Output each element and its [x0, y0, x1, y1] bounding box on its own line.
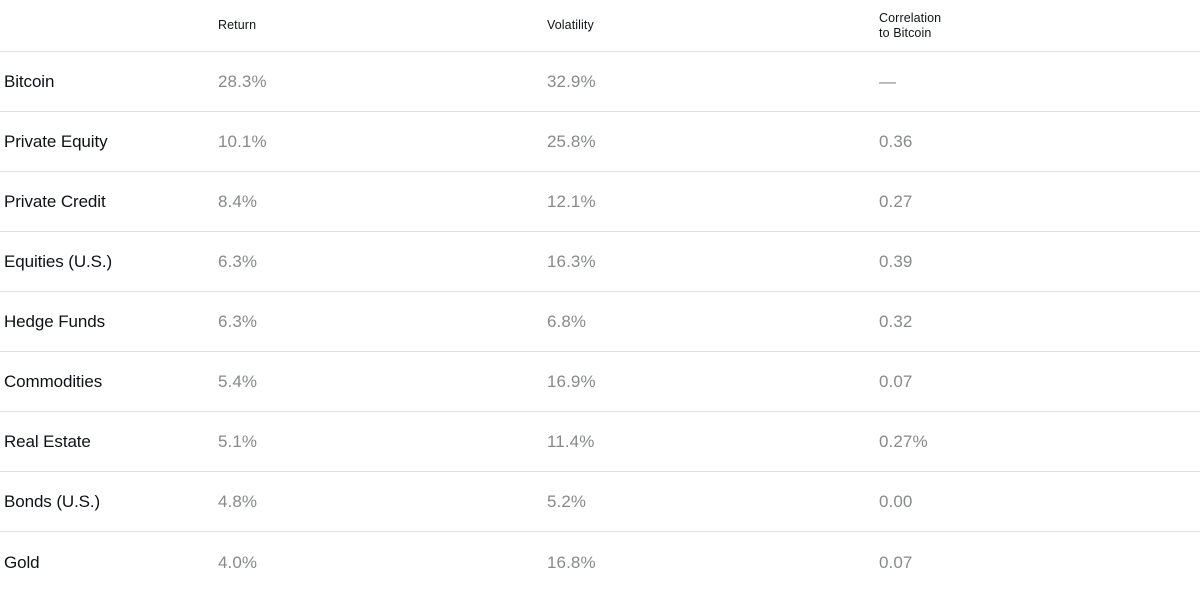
row-label: Equities (U.S.) [4, 251, 113, 271]
return-value: 5.4% [218, 371, 258, 391]
correlation-value: 0.32 [879, 311, 913, 331]
correlation-value: — [879, 71, 897, 91]
column-header-return: Return [218, 18, 257, 32]
volatility-value: 25.8% [547, 131, 596, 151]
table-row: Private Equity 10.1% 25.8% 0.36 [0, 112, 1200, 172]
column-header-volatility: Volatility [547, 18, 594, 32]
correlation-value: 0.27 [879, 191, 913, 211]
correlation-value: 0.07 [879, 552, 913, 572]
volatility-value: 11.4% [547, 431, 595, 451]
return-value: 10.1% [218, 131, 267, 151]
return-value: 28.3% [218, 71, 267, 91]
table-row: Bitcoin 28.3% 32.9% — [0, 52, 1200, 112]
return-value: 6.3% [218, 311, 258, 331]
row-label: Gold [4, 552, 40, 572]
table-row: Bonds (U.S.) 4.8% 5.2% 0.00 [0, 472, 1200, 532]
table-header-row: Return Volatility Correlation to Bitcoin [0, 0, 1200, 52]
return-value: 4.8% [218, 491, 258, 511]
return-value: 8.4% [218, 191, 258, 211]
return-value: 4.0% [218, 552, 258, 572]
volatility-value: 5.2% [547, 491, 587, 511]
volatility-value: 16.8% [547, 552, 596, 572]
row-label: Commodities [4, 371, 103, 391]
column-header-correlation-line1: Correlation [879, 10, 942, 25]
table-row: Hedge Funds 6.3% 6.8% 0.32 [0, 292, 1200, 352]
correlation-value: 0.36 [879, 131, 913, 151]
row-label: Private Equity [4, 131, 108, 151]
table-row: Private Credit 8.4% 12.1% 0.27 [0, 172, 1200, 232]
correlation-value: 0.07 [879, 371, 913, 391]
row-label: Hedge Funds [4, 311, 105, 331]
correlation-value: 0.39 [879, 251, 913, 271]
volatility-value: 12.1% [547, 191, 596, 211]
row-label: Private Credit [4, 191, 106, 211]
column-header-correlation: Correlation to Bitcoin [879, 11, 1200, 41]
volatility-value: 6.8% [547, 311, 587, 331]
volatility-value: 16.9% [547, 371, 596, 391]
table-row: Commodities 5.4% 16.9% 0.07 [0, 352, 1200, 412]
column-header-correlation-line2: to Bitcoin [879, 25, 932, 40]
return-value: 6.3% [218, 251, 258, 271]
return-value: 5.1% [218, 431, 258, 451]
correlation-value: 0.27% [879, 431, 928, 451]
row-label: Bitcoin [4, 71, 55, 91]
table-row: Real Estate 5.1% 11.4% 0.27% [0, 412, 1200, 472]
correlation-value: 0.00 [879, 491, 913, 511]
row-label: Real Estate [4, 431, 91, 451]
row-label: Bonds (U.S.) [4, 491, 101, 511]
volatility-value: 16.3% [547, 251, 596, 271]
volatility-value: 32.9% [547, 71, 596, 91]
table-row: Equities (U.S.) 6.3% 16.3% 0.39 [0, 232, 1200, 292]
table-row: Gold 4.0% 16.8% 0.07 [0, 532, 1200, 593]
